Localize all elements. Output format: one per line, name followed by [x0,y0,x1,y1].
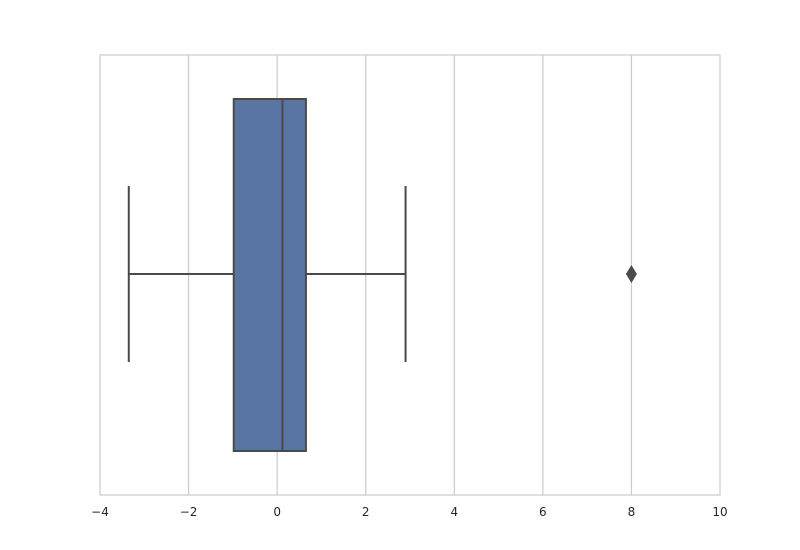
plot-frame [99,54,721,496]
outlier-point [625,265,637,283]
x-tick-label: 8 [628,505,636,519]
x-tick-label: −2 [180,505,198,519]
x-tick-label: 2 [362,505,370,519]
x-tick-label: 6 [539,505,547,519]
iqr-box [232,98,307,452]
x-tick-label: −4 [91,505,109,519]
x-tick-label: 0 [273,505,281,519]
x-tick-labels: −4 −2 0 2 4 6 8 10 [91,505,727,519]
box-group [127,98,637,452]
x-tick-label: 10 [712,505,727,519]
x-tick-label: 4 [450,505,458,519]
